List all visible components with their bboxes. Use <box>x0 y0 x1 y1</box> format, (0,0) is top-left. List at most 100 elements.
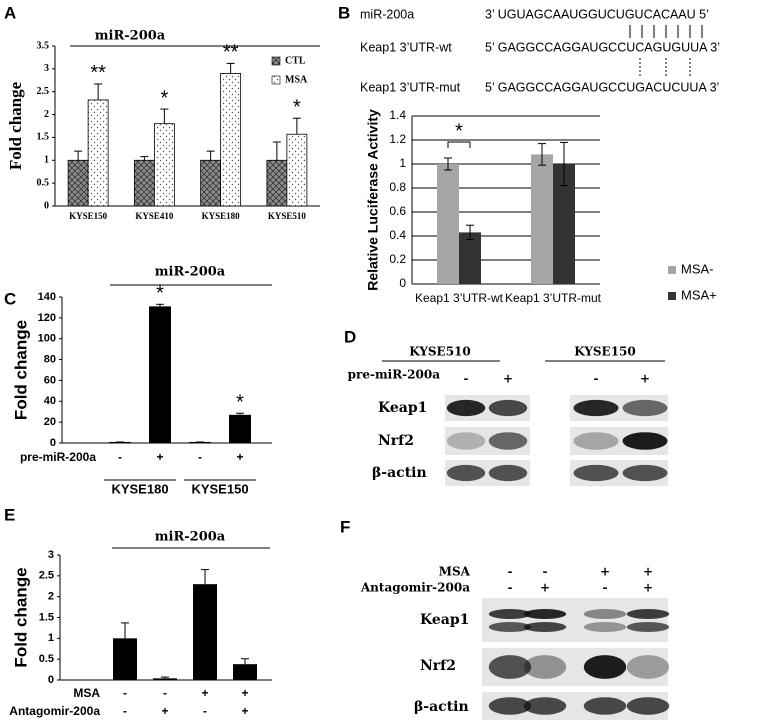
y-tick-label: 1.2 <box>389 132 406 146</box>
significance: ** <box>223 42 239 64</box>
bar <box>149 306 171 443</box>
bar <box>153 678 177 680</box>
band <box>488 697 532 715</box>
panel-letter: D <box>344 327 356 346</box>
bar <box>67 159 89 207</box>
y-axis-label: Fold change <box>6 81 25 170</box>
y-tick-label: 2.5 <box>39 570 54 582</box>
band <box>488 622 532 632</box>
y-tick-label: 0.4 <box>389 228 406 242</box>
panel-letter: E <box>4 505 15 524</box>
sequence: 5’ GAGGCCAGGAUGCCUCAGUGUUA 3’ <box>485 40 720 54</box>
y-tick-label: 20 <box>44 416 56 428</box>
band <box>583 622 627 632</box>
band <box>622 432 668 450</box>
x-row-label: pre-miR-200a <box>20 450 96 464</box>
y-tick-label: 0.5 <box>37 177 50 188</box>
panel-letter: A <box>4 3 16 22</box>
chart-title: miR-200a <box>95 29 166 44</box>
condition-value: - <box>603 581 608 595</box>
y-tick-label: 80 <box>44 353 56 365</box>
band <box>583 609 627 619</box>
y-axis-label: Fold change <box>11 567 30 667</box>
significance: * <box>156 283 164 305</box>
condition-value: - <box>594 372 599 386</box>
x-tick-label: - <box>123 704 127 718</box>
condition-value: + <box>540 581 550 595</box>
band <box>488 655 532 679</box>
y-tick-label: 0 <box>48 674 54 686</box>
chart-title: miR-200a <box>155 265 226 280</box>
chart: 0 0.5 1 1.5 2 2.5 3 miR-200a Fold change MSA - - + + A… <box>9 530 272 718</box>
condition-value: - <box>543 565 548 579</box>
condition-value: + <box>503 372 513 386</box>
sequence: 5’ GAGGCCAGGAUGCCUGACUCUUA 3’ <box>485 80 719 94</box>
y-axis-label: Relative Luciferase Activity <box>365 109 381 291</box>
band <box>626 609 670 619</box>
pairing-lines <box>629 25 703 78</box>
condition-value: - <box>464 372 469 386</box>
y-axis-label: Fold change <box>11 320 30 420</box>
x-tick-label: + <box>201 686 208 700</box>
y-tick-label: 3.5 <box>37 40 50 51</box>
sequence: 3’ UGUAGCAAUGGUCUGUCACAAU 5’ <box>485 7 709 21</box>
bar <box>87 99 109 207</box>
bar <box>220 73 242 207</box>
bar <box>437 164 459 284</box>
column-group: KYSE510 <box>409 345 471 359</box>
condition-value: + <box>640 372 650 386</box>
condition-label: Antagomir-200a <box>360 581 470 595</box>
column-group: KYSE150 <box>574 345 636 359</box>
condition-value: - <box>508 581 513 595</box>
y-tick-label: 120 <box>38 312 56 324</box>
group-label: KYSE180 <box>111 481 168 496</box>
panel-letter: C <box>4 289 16 308</box>
bar <box>109 441 131 443</box>
condition-value: + <box>643 581 653 595</box>
y-tick-label: 0 <box>50 437 56 449</box>
bar <box>189 441 211 443</box>
band <box>523 655 567 679</box>
legend-label: MSA+ <box>681 287 717 302</box>
band-label: β-actin <box>372 465 427 481</box>
significance: * <box>455 120 463 142</box>
band-label: Keap1 <box>378 400 427 416</box>
bar <box>531 154 553 284</box>
band <box>626 655 670 679</box>
y-tick-label: 1.5 <box>37 132 50 143</box>
band <box>446 464 486 482</box>
y-tick-label: 3 <box>44 63 49 74</box>
y-tick-label: 2 <box>44 109 49 120</box>
blot-strip <box>482 598 668 642</box>
band <box>446 399 486 417</box>
bar <box>229 414 251 443</box>
chart: 0 0.5 1 1.5 2 2.5 3 3.5 miR-200a Fold change KYSE1… <box>6 29 320 221</box>
significance: * <box>160 87 168 109</box>
y-tick-label: 0.6 <box>389 204 406 218</box>
bar <box>193 584 217 680</box>
band <box>622 399 668 417</box>
y-tick-label: 0.5 <box>39 653 54 665</box>
group-label: KYSE150 <box>191 481 248 496</box>
legend-swatch <box>668 292 676 300</box>
y-tick-label: 0.8 <box>389 180 406 194</box>
band <box>573 464 619 482</box>
x-row-label: Antagomir-200a <box>9 704 100 718</box>
y-tick-label: 3 <box>48 549 54 561</box>
legend-label: CTL <box>285 55 306 66</box>
legend-swatch <box>271 56 281 66</box>
x-tick-label: KYSE150 <box>69 211 108 221</box>
x-tick-label: Keap1 3’UTR-mut <box>505 291 602 305</box>
band <box>488 399 528 417</box>
condition-label: pre-miR-200a <box>348 368 441 382</box>
band <box>523 622 567 632</box>
x-tick-label: - <box>163 686 167 700</box>
legend-label: MSA <box>285 74 308 85</box>
x-tick-label: - <box>123 686 127 700</box>
x-row-label: MSA <box>73 686 100 700</box>
band <box>523 697 567 715</box>
legend-label: MSA- <box>681 261 714 276</box>
y-tick-label: 2.5 <box>37 86 50 97</box>
